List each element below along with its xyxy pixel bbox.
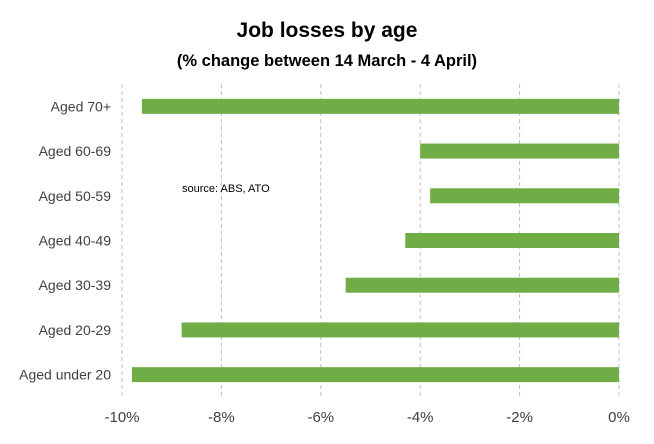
bar (345, 277, 619, 293)
bar (430, 188, 619, 204)
chart-title: Job losses by age (237, 19, 418, 42)
y-tick-label: Aged 40-49 (39, 233, 112, 249)
bar (131, 367, 619, 383)
x-tick-label: -4% (407, 409, 434, 426)
x-tick-label: -6% (307, 409, 334, 426)
bar (181, 322, 619, 338)
y-tick-label: Aged 60-69 (39, 143, 112, 159)
source-annotation: source: ABS, ATO (182, 183, 270, 195)
y-tick-label: Aged 50-59 (39, 188, 112, 204)
bar (405, 233, 619, 248)
x-tick-label: -2% (506, 409, 533, 426)
bars (131, 98, 619, 383)
x-tick-label: 0% (608, 409, 630, 426)
x-tick-label: -10% (104, 409, 139, 426)
bar (420, 143, 619, 159)
y-tick-label: Aged 30-39 (39, 277, 112, 293)
y-axis-labels: Aged 70+ Aged 60-69 Aged 50-59 Aged 40-49 Ag… (19, 98, 111, 382)
y-tick-label: Aged 70+ (51, 98, 111, 114)
y-tick-label: Aged 20-29 (39, 322, 112, 338)
x-tick-label: -8% (208, 409, 235, 426)
y-tick-label: Aged under 20 (19, 367, 111, 383)
chart-subtitle: (% change between 14 March - 4 April) (177, 52, 477, 70)
x-axis-labels: -10% -8% -6% -4% -2% 0% (104, 409, 629, 426)
bar (141, 98, 619, 114)
